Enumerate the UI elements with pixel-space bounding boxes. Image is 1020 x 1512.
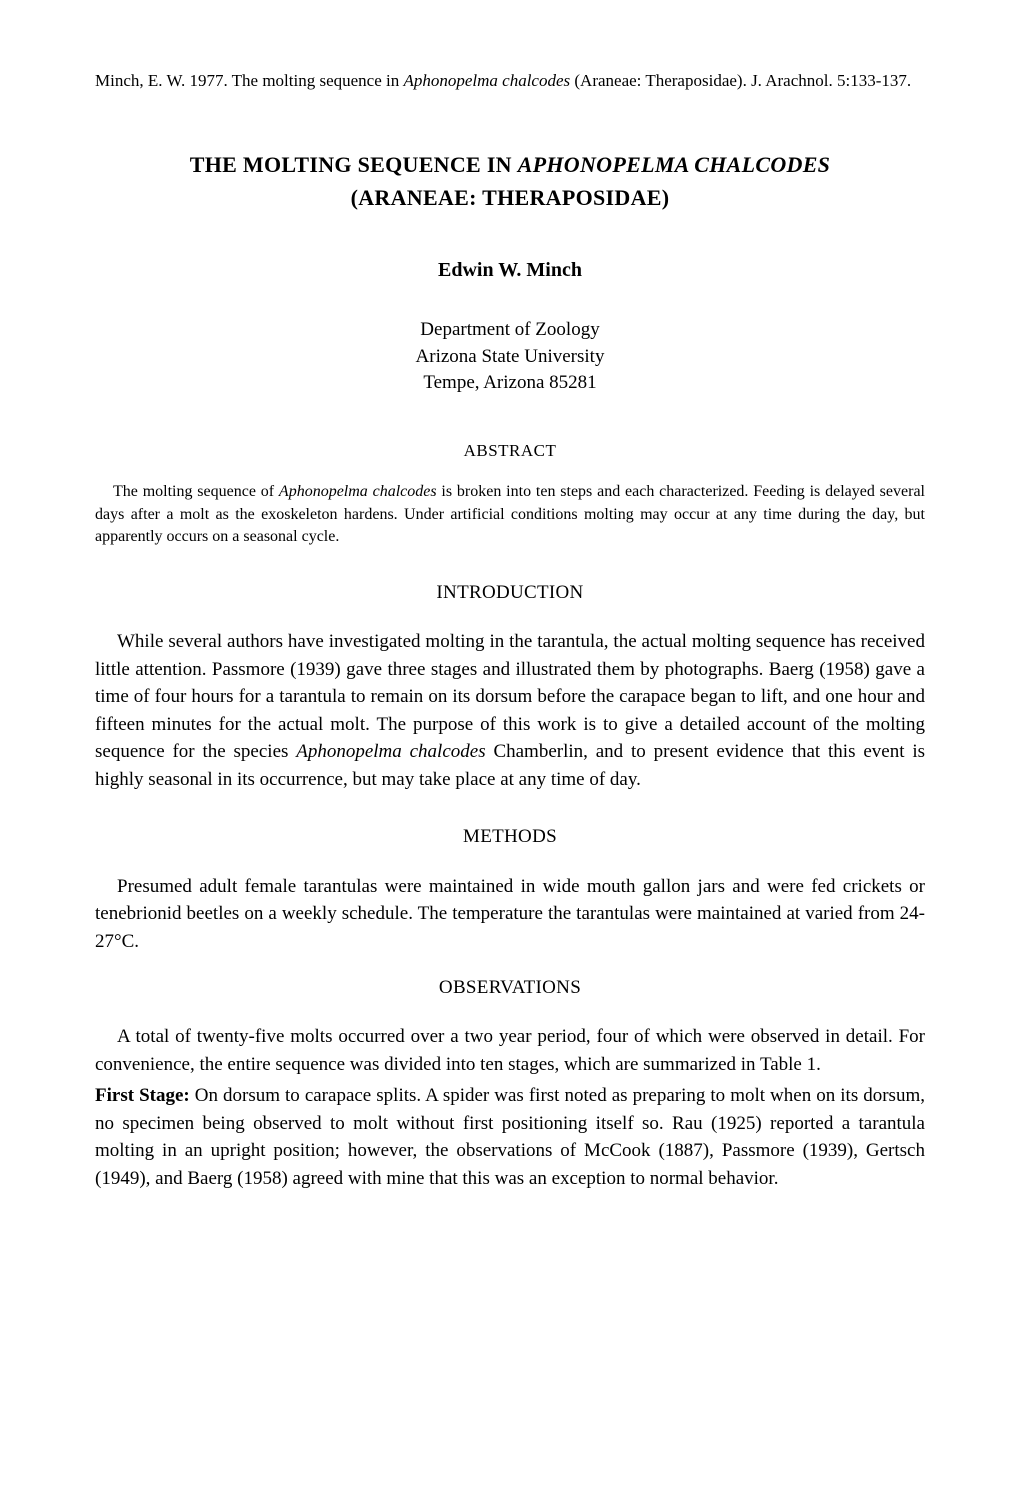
- observations-heading: OBSERVATIONS: [95, 974, 925, 1002]
- methods-heading: METHODS: [95, 823, 925, 851]
- author-name: Edwin W. Minch: [95, 256, 925, 285]
- observations-paragraph-1: A total of twenty-five molts occurred ov…: [95, 1023, 925, 1078]
- title-italic: APHONOPELMA CHALCODES: [518, 152, 831, 177]
- abstract-heading: ABSTRACT: [95, 439, 925, 464]
- citation-line: Minch, E. W. 1977. The molting sequence …: [95, 70, 925, 93]
- first-stage-label: First Stage:: [95, 1085, 190, 1106]
- observations-section: OBSERVATIONS A total of twenty-five molt…: [95, 974, 925, 1193]
- paper-title: THE MOLTING SEQUENCE IN APHONOPELMA CHAL…: [95, 148, 925, 214]
- affiliation-line-2: Arizona State University: [95, 344, 925, 371]
- affiliation-line-3: Tempe, Arizona 85281: [95, 370, 925, 397]
- title-line-2: (ARANEAE: THERAPOSIDAE): [95, 181, 925, 214]
- affiliation-line-1: Department of Zoology: [95, 317, 925, 344]
- title-prefix: THE MOLTING SEQUENCE IN: [190, 152, 518, 177]
- citation-prefix: Minch, E. W. 1977. The molting sequence …: [95, 71, 403, 90]
- introduction-paragraph-1: While several authors have investigated …: [95, 628, 925, 793]
- abstract-paragraph: The molting sequence of Aphonopelma chal…: [95, 481, 925, 548]
- citation-italic: Aphonopelma chalcodes: [403, 71, 570, 90]
- abstract-italic: Aphonopelma chalcodes: [279, 483, 437, 500]
- title-line-1: THE MOLTING SEQUENCE IN APHONOPELMA CHAL…: [95, 148, 925, 181]
- abstract-prefix: The molting sequence of: [113, 483, 279, 500]
- intro-para1-italic: Aphonopelma chalcodes: [296, 741, 485, 762]
- methods-section: METHODS Presumed adult female tarantulas…: [95, 823, 925, 955]
- methods-paragraph-1: Presumed adult female tarantulas were ma…: [95, 873, 925, 956]
- introduction-heading: INTRODUCTION: [95, 579, 925, 607]
- first-stage-text: On dorsum to carapace splits. A spider w…: [95, 1085, 925, 1189]
- observations-paragraph-2: First Stage: On dorsum to carapace split…: [95, 1082, 925, 1192]
- citation-suffix: (Araneae: Theraposidae). J. Arachnol. 5:…: [570, 71, 911, 90]
- author-affiliation: Department of Zoology Arizona State Univ…: [95, 317, 925, 397]
